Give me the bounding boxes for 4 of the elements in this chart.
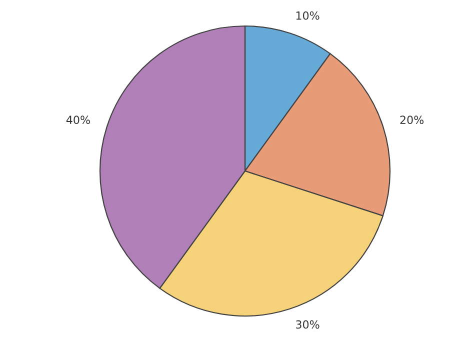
data-label: 40% [66, 116, 90, 124]
data-label: 20% [400, 116, 424, 124]
data-label: 10% [296, 11, 320, 20]
data-label: 30% [296, 320, 320, 329]
